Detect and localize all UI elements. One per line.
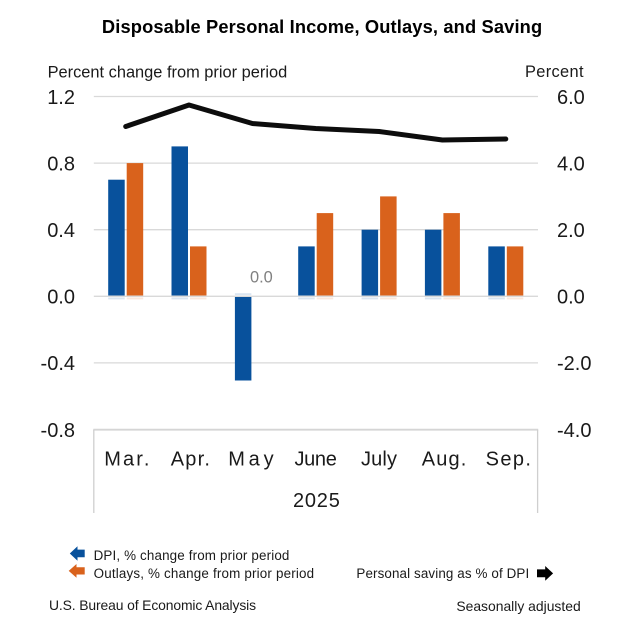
- svg-text:June: June: [295, 448, 337, 470]
- svg-text:Percent: Percent: [525, 63, 584, 81]
- svg-text:-2.0: -2.0: [557, 353, 591, 375]
- svg-text:2025: 2025: [293, 490, 341, 512]
- svg-text:1.2: 1.2: [47, 87, 75, 109]
- svg-text:Apr.: Apr.: [171, 448, 211, 470]
- svg-text:Personal saving as % of DPI: Personal saving as % of DPI: [356, 566, 529, 581]
- svg-text:Percent change from prior peri: Percent change from prior period: [48, 64, 288, 82]
- svg-text:-4.0: -4.0: [557, 420, 591, 442]
- svg-text:0.8: 0.8: [47, 153, 75, 175]
- svg-text:Seasonally adjusted: Seasonally adjusted: [456, 598, 580, 614]
- svg-text:Mar.: Mar.: [104, 448, 151, 470]
- svg-text:6.0: 6.0: [557, 87, 585, 109]
- svg-text:Sep.: Sep.: [486, 448, 533, 470]
- svg-text:2.0: 2.0: [557, 220, 585, 242]
- svg-text:July: July: [361, 448, 397, 470]
- svg-text:Disposable Personal Income, Ou: Disposable Personal Income, Outlays, and…: [102, 16, 542, 37]
- svg-text:0.0: 0.0: [250, 269, 273, 287]
- svg-text:May: May: [228, 448, 277, 470]
- svg-text:4.0: 4.0: [557, 153, 585, 175]
- svg-text:-0.4: -0.4: [41, 353, 75, 375]
- svg-text:DPI, % change from prior perio: DPI, % change from prior period: [94, 548, 290, 563]
- svg-text:Aug.: Aug.: [422, 448, 468, 470]
- svg-text:0.0: 0.0: [557, 287, 585, 309]
- svg-text:Outlays, % change from prior p: Outlays, % change from prior period: [94, 566, 315, 581]
- svg-text:0.4: 0.4: [47, 220, 75, 242]
- svg-text:-0.8: -0.8: [41, 420, 75, 442]
- svg-text:0.0: 0.0: [47, 287, 75, 309]
- svg-text:U.S. Bureau of Economic Analys: U.S. Bureau of Economic Analysis: [49, 597, 256, 613]
